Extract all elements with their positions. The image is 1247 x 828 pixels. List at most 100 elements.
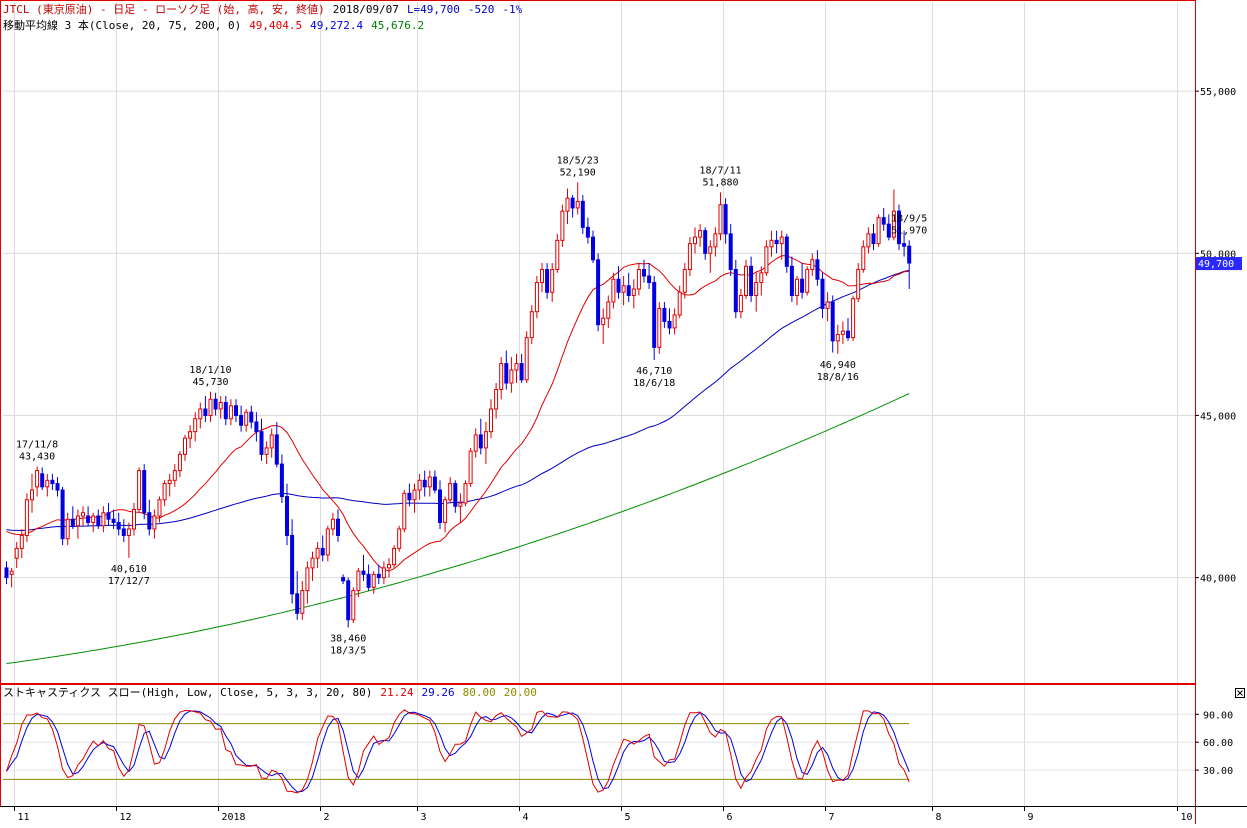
candle-body — [96, 515, 101, 527]
candle-body — [346, 580, 351, 621]
candle-body — [285, 496, 289, 536]
candle-body — [60, 489, 65, 540]
ma-legend-part: 49,404.5 — [249, 19, 302, 32]
candle-body — [305, 567, 310, 592]
stoch-panel-frame — [0, 684, 1196, 807]
candle-body — [111, 518, 116, 523]
candle-body — [846, 330, 850, 339]
candle-body — [749, 265, 754, 296]
candle-body — [591, 236, 595, 261]
annotation-value: 51,970 — [891, 225, 927, 236]
candle-body — [585, 226, 590, 238]
candle-body — [397, 528, 402, 549]
candle-body — [101, 512, 106, 527]
candle-body — [540, 269, 544, 284]
candle-body — [774, 239, 779, 245]
price-tick-label: 45,000 — [1200, 411, 1236, 422]
candle-body — [891, 210, 896, 238]
candle-body — [152, 515, 157, 530]
x-tick-label: 8 — [936, 812, 942, 823]
candle-body — [733, 269, 738, 313]
candle-body — [820, 278, 825, 309]
candle-body — [239, 414, 244, 426]
candle-body — [198, 408, 203, 420]
close-icon[interactable] — [1235, 688, 1245, 698]
price-tick-label: 55,000 — [1200, 87, 1236, 98]
candle-body — [86, 515, 91, 523]
candle-body — [621, 285, 626, 293]
annotation-value: 43,430 — [19, 451, 55, 462]
candle-body — [381, 567, 386, 579]
candle-body — [555, 239, 560, 271]
annotation-date: 18/9/5 — [891, 213, 927, 224]
candle-body — [672, 314, 677, 329]
candle-body — [121, 528, 126, 536]
candle-body — [570, 197, 575, 209]
candle-body — [295, 593, 300, 614]
candle-body — [300, 590, 305, 614]
stoch-title-part: ストキャスティクス スロー(High, Low, Close, 5, 3, 3,… — [3, 686, 372, 699]
candle-body — [616, 278, 621, 293]
x-tick-label: 4 — [523, 812, 529, 823]
candle-body — [769, 239, 774, 248]
candle-body — [249, 411, 254, 423]
candle-body — [647, 275, 652, 284]
x-tick-label: 7 — [829, 812, 835, 823]
candle-body — [208, 398, 213, 416]
ma-legend: 移動平均線 3 本(Close, 20, 75, 200, 0) 49,404.5… — [3, 18, 424, 32]
annotation-value: 52,190 — [560, 167, 596, 178]
candle-body — [728, 233, 733, 271]
x-tick-label: 2018 — [222, 812, 246, 823]
candle-body — [177, 453, 182, 472]
candle-body — [514, 363, 519, 371]
candle-body — [188, 431, 193, 439]
candle-body — [504, 363, 509, 384]
candle-body — [626, 285, 631, 296]
annotation-value: 51,880 — [702, 177, 738, 188]
candle-body — [851, 298, 856, 339]
x-tick-label: 11 — [18, 812, 30, 823]
candle-body — [172, 470, 177, 481]
candle-body — [412, 489, 417, 501]
candle-body — [336, 518, 340, 536]
candle-body — [137, 470, 142, 511]
candle-body — [310, 557, 315, 569]
candle-body — [815, 259, 820, 280]
candle-body — [356, 570, 361, 592]
candle-body — [534, 282, 539, 313]
candle-body — [642, 269, 646, 277]
candle-body — [330, 518, 335, 530]
candle-body — [499, 363, 504, 391]
candle-body — [703, 230, 708, 254]
price-tick-label: 40,000 — [1200, 574, 1236, 585]
annotation-value: 46,940 — [820, 360, 856, 371]
x-tick-label: 6 — [727, 812, 733, 823]
candle-body — [264, 447, 269, 455]
x-tick-label: 10 — [1181, 812, 1193, 823]
candle-body — [9, 570, 14, 575]
candle-body — [805, 269, 810, 293]
candle-body — [259, 431, 264, 455]
candle-body — [687, 243, 692, 271]
candle-body — [713, 233, 718, 248]
candle-body — [193, 418, 198, 433]
candle-body — [560, 210, 565, 241]
candle-body — [897, 210, 901, 245]
chart-title-part: 2018/09/07 — [333, 3, 399, 16]
candle-body — [417, 479, 422, 491]
last-price-label: 49,700 — [1198, 259, 1234, 270]
candle-body — [4, 567, 9, 579]
stoch-title-part: 29.26 — [422, 686, 455, 699]
candle-body — [810, 259, 815, 271]
candle-body — [861, 246, 866, 271]
candle-body — [402, 492, 407, 530]
close-icon-cross[interactable] — [1237, 690, 1243, 696]
candle-body — [575, 200, 580, 209]
candle-body — [422, 479, 427, 488]
ma-legend-part: 移動平均線 3 本(Close, 20, 75, 200, 0) — [3, 18, 241, 32]
candle-body — [376, 573, 381, 579]
annotation-date: 18/3/5 — [330, 646, 366, 657]
price-panel-frame — [0, 0, 1196, 684]
candle-body — [636, 269, 641, 290]
